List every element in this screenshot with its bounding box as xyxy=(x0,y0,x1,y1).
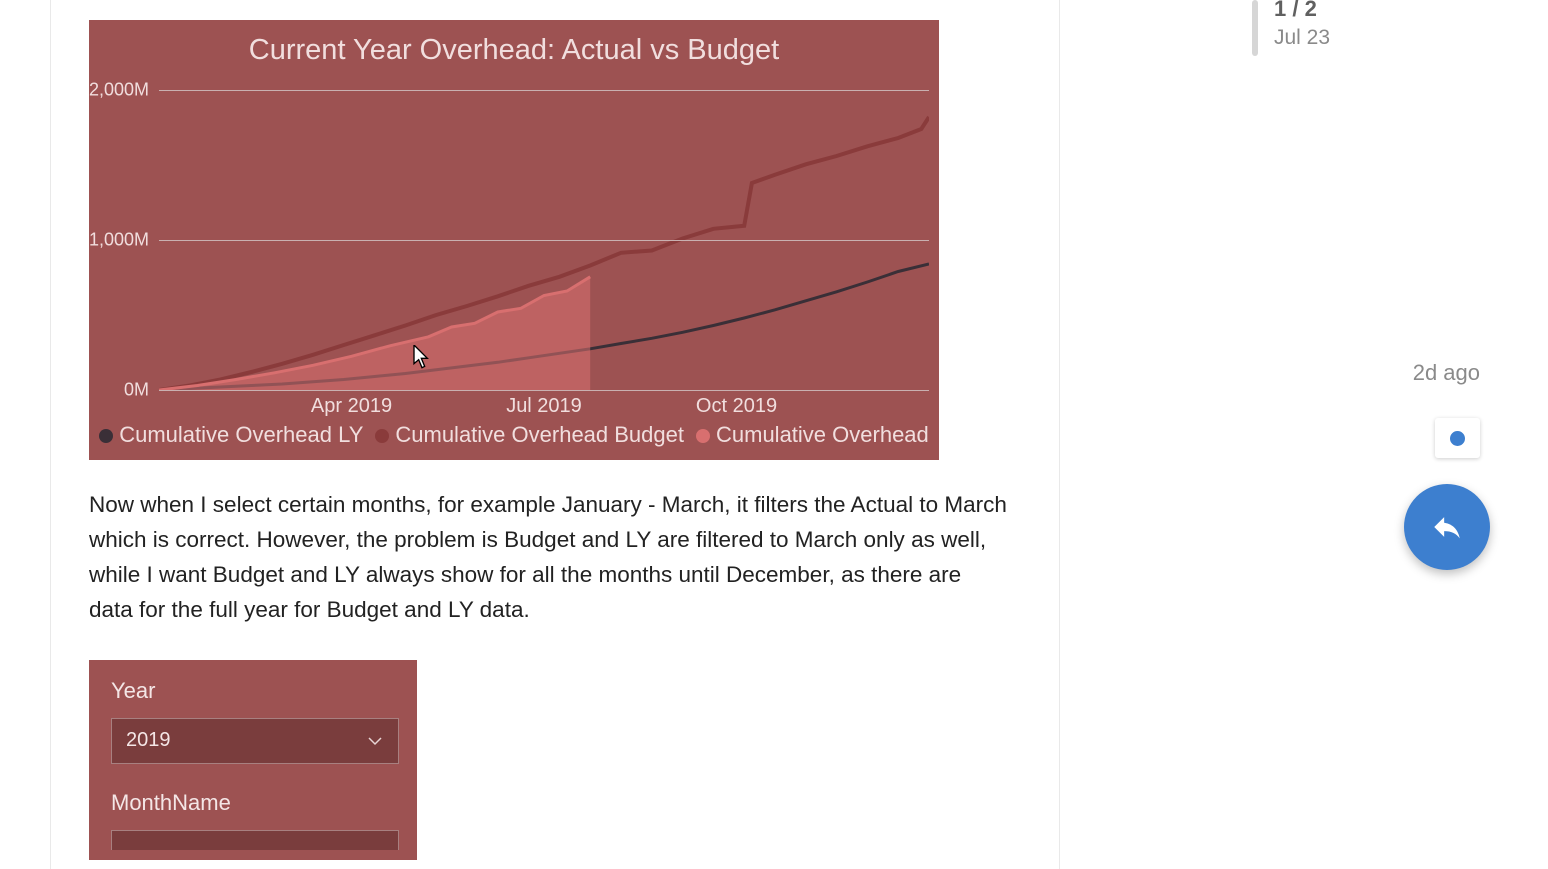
legend-swatch-icon xyxy=(696,429,710,443)
legend-item: Cumulative Overhead xyxy=(696,422,929,447)
x-axis-label: Apr 2019 xyxy=(311,395,392,418)
filter-panel: Year 2019 MonthName xyxy=(89,660,417,860)
filter-label-year: Year xyxy=(111,678,399,704)
legend-item: Cumulative Overhead LY xyxy=(99,422,363,447)
x-axis-label: Jul 2019 xyxy=(506,395,582,418)
legend-item: Cumulative Overhead Budget xyxy=(375,422,684,447)
gridline xyxy=(159,90,929,91)
unread-dot-icon xyxy=(1450,431,1465,446)
gridline xyxy=(159,240,929,241)
chart-plot-area: 2,000M1,000M0MApr 2019Jul 2019Oct 2019 xyxy=(159,90,929,390)
timeline-scrollbar[interactable] xyxy=(1252,0,1258,56)
y-axis-label: 1,000M xyxy=(89,230,149,251)
legend-label: Cumulative Overhead xyxy=(716,422,929,447)
post-paragraph: Now when I select certain months, for ex… xyxy=(89,488,1009,628)
year-dropdown-value: 2019 xyxy=(126,729,171,752)
y-axis-label: 0M xyxy=(124,380,149,401)
post-body: Current Year Overhead: Actual vs Budget … xyxy=(50,0,1060,869)
overhead-chart: Current Year Overhead: Actual vs Budget … xyxy=(89,20,939,460)
legend-label: Cumulative Overhead Budget xyxy=(395,422,684,447)
filter-label-month: MonthName xyxy=(111,790,399,816)
year-dropdown[interactable]: 2019 xyxy=(111,718,399,764)
reply-icon xyxy=(1430,510,1464,544)
legend-label: Cumulative Overhead LY xyxy=(119,422,363,447)
last-reply-time: 2d ago xyxy=(1413,360,1480,386)
y-axis-label: 2,000M xyxy=(89,80,149,101)
post-counter: 1 / 2 xyxy=(1274,0,1317,22)
chart-legend: Cumulative Overhead LY Cumulative Overhea… xyxy=(89,422,939,448)
legend-swatch-icon xyxy=(375,429,389,443)
reply-button[interactable] xyxy=(1404,484,1490,570)
topic-timeline-rail: 1 / 2 Jul 23 2d ago xyxy=(1240,0,1520,869)
gridline xyxy=(159,390,929,391)
unread-indicator-button[interactable] xyxy=(1435,418,1480,458)
month-dropdown[interactable] xyxy=(111,830,399,850)
chevron-down-icon xyxy=(366,732,384,750)
chart-title: Current Year Overhead: Actual vs Budget xyxy=(89,34,939,67)
legend-swatch-icon xyxy=(99,429,113,443)
x-axis-label: Oct 2019 xyxy=(696,395,777,418)
post-date: Jul 23 xyxy=(1274,26,1330,50)
